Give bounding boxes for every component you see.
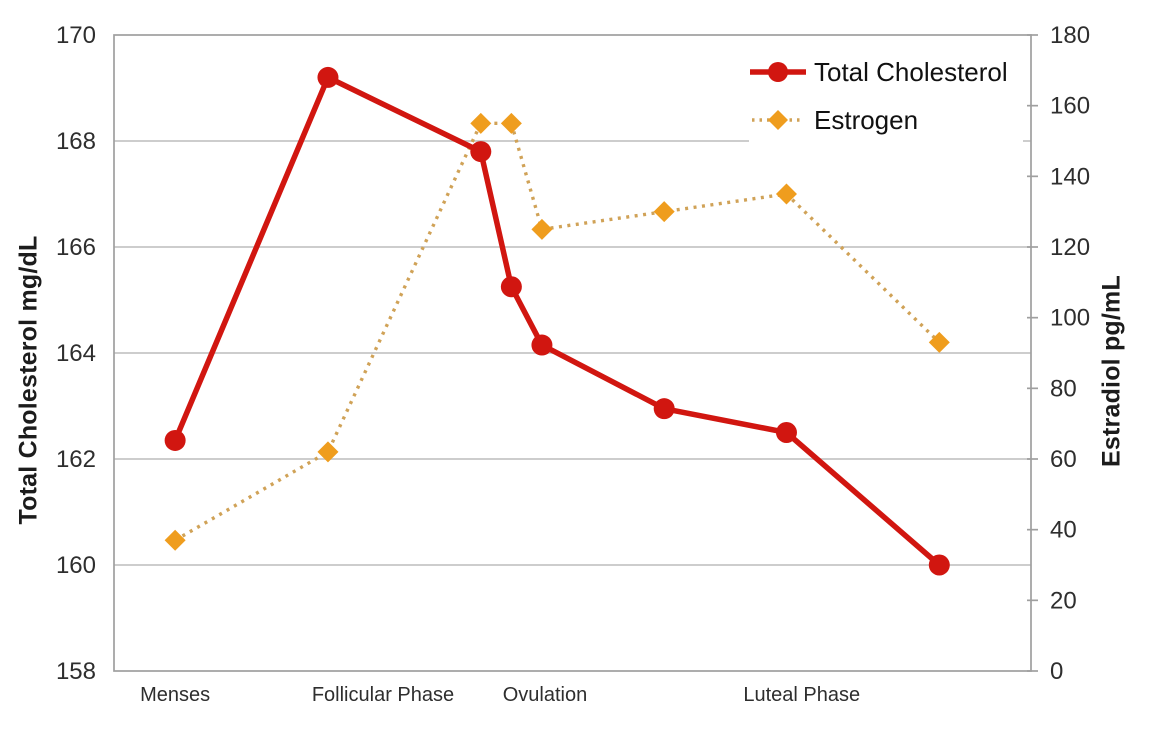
right-axis-label-140: 140	[1050, 163, 1090, 190]
estrogen-point-6	[775, 183, 797, 205]
x-axis-label-luteal-phase: Luteal Phase	[743, 684, 860, 706]
estrogen-series-line	[174, 121, 941, 542]
right-axis-label-180: 180	[1050, 22, 1090, 49]
left-axis-label-162: 162	[56, 446, 96, 473]
estrogen-point-1	[317, 441, 339, 463]
estrogen-point-7	[928, 331, 950, 353]
cholesterol-point-3	[500, 276, 522, 298]
cholesterol-point-5	[653, 398, 675, 420]
cholesterol-point-4	[531, 334, 553, 356]
left-axis-label-158: 158	[56, 658, 96, 685]
legend-label-cholesterol: Total Cholesterol	[814, 57, 1008, 87]
legend-label-estrogen: Estrogen	[814, 105, 919, 135]
right-axis-label-80: 80	[1050, 375, 1077, 402]
legend-item-estrogen: Estrogen	[749, 96, 1023, 144]
legend: Total Cholesterol Estrogen	[749, 46, 1023, 146]
right-axis-label-160: 160	[1050, 93, 1090, 120]
legend-item-cholesterol: Total Cholesterol	[749, 48, 1023, 96]
left-axis-label-160: 160	[56, 552, 96, 579]
left-axis-label-164: 164	[56, 340, 96, 367]
plot-border	[113, 34, 1032, 672]
estrogen-point-0	[164, 529, 186, 551]
cholesterol-point-0	[164, 429, 186, 451]
cholesterol-point-2	[470, 141, 492, 163]
x-axis-label-ovulation: Ovulation	[503, 684, 588, 706]
right-axis-label-120: 120	[1050, 234, 1090, 261]
left-axis-label-170: 170	[56, 22, 96, 49]
right-axis-label-60: 60	[1050, 446, 1077, 473]
x-axis-label-follicular-phase: Follicular Phase	[312, 684, 454, 706]
estrogen-legend-marker	[752, 110, 804, 130]
right-axis-label-20: 20	[1050, 587, 1077, 614]
x-axis-label-menses: Menses	[140, 684, 210, 706]
right-axis-title: Estradiol pg/mL	[1097, 275, 1126, 467]
right-axis-label-100: 100	[1050, 305, 1090, 332]
estrogen-point-5	[653, 201, 675, 223]
estrogen-point-3	[500, 112, 522, 134]
estrogen-point-4	[531, 218, 553, 240]
right-axis-label-0: 0	[1050, 658, 1063, 685]
cholesterol-series-line	[172, 74, 943, 568]
left-axis-title: Total Cholesterol mg/dL	[14, 235, 43, 525]
left-axis-label-166: 166	[56, 234, 96, 261]
cholesterol-point-6	[775, 422, 797, 443]
estrogen-point-2	[470, 112, 492, 134]
cholesterol-point-1	[317, 66, 339, 88]
right-axis-label-40: 40	[1050, 517, 1077, 544]
cholesterol-point-7	[928, 554, 950, 576]
left-axis-label-168: 168	[56, 128, 96, 155]
cholesterol-legend-marker	[750, 62, 806, 82]
